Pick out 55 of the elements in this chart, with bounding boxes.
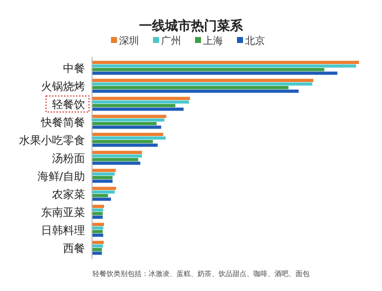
bar xyxy=(92,216,103,219)
bar xyxy=(92,194,108,198)
bar xyxy=(92,90,299,93)
legend-label: 广州 xyxy=(161,35,181,47)
bar xyxy=(92,108,184,111)
y-tick-label: 农家菜 xyxy=(52,188,85,201)
bar xyxy=(92,60,359,64)
bar xyxy=(92,132,164,136)
bar xyxy=(92,168,116,172)
bar xyxy=(92,100,189,104)
bar xyxy=(92,68,324,72)
legend-label: 北京 xyxy=(245,35,265,47)
bar xyxy=(92,204,104,208)
bar xyxy=(92,180,113,183)
y-tick-label: 轻餐饮 xyxy=(52,98,85,111)
legend-label: 深圳 xyxy=(119,35,139,47)
bar xyxy=(92,72,338,75)
bar xyxy=(92,198,111,201)
bar xyxy=(92,136,166,140)
bar xyxy=(92,154,142,158)
legend-label: 上海 xyxy=(203,35,223,47)
bar xyxy=(92,64,356,68)
bar xyxy=(92,144,158,147)
bar xyxy=(92,96,190,100)
bar xyxy=(92,222,104,226)
y-tick-label: 海鲜/自助 xyxy=(37,170,85,183)
bar xyxy=(92,172,115,176)
bar xyxy=(92,86,289,90)
bar xyxy=(92,140,153,144)
bar xyxy=(92,248,102,252)
bar xyxy=(92,176,113,180)
bar xyxy=(92,252,102,255)
bar xyxy=(92,126,162,129)
bar xyxy=(92,104,176,108)
bar xyxy=(92,82,312,86)
y-tick-label: 东南亚菜 xyxy=(41,206,85,219)
y-tick-label: 火锅烧烤 xyxy=(41,80,85,93)
chart-title: 一线城市热门菜系 xyxy=(139,18,244,34)
bar xyxy=(92,190,115,194)
bar xyxy=(92,150,142,154)
bar xyxy=(92,158,138,162)
bar xyxy=(92,114,166,118)
bar xyxy=(92,234,104,237)
bar xyxy=(92,162,140,165)
bar xyxy=(92,244,103,248)
y-tick-label: 中餐 xyxy=(63,62,85,75)
bar xyxy=(92,118,164,122)
y-tick-label: 快餐简餐 xyxy=(40,116,85,129)
y-tick-label: 西餐 xyxy=(63,242,85,255)
y-tick-label: 日韩料理 xyxy=(41,224,85,237)
y-tick-label: 水果小吃零食 xyxy=(19,134,85,147)
y-tick-label: 汤粉面 xyxy=(52,152,85,165)
bar xyxy=(92,122,157,126)
bar xyxy=(92,186,116,190)
bar xyxy=(92,78,314,82)
